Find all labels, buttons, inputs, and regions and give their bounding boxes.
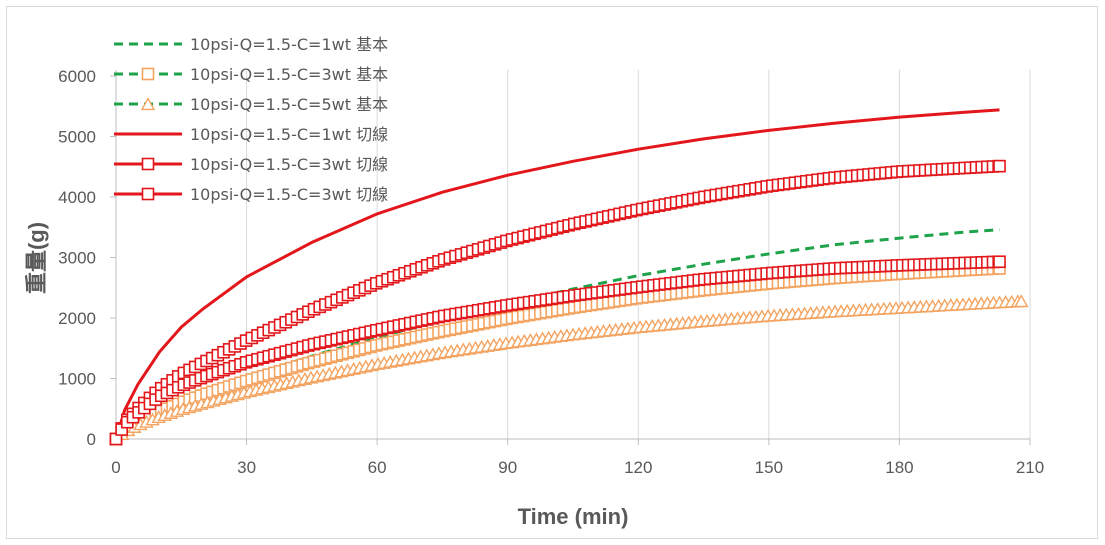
x-tick-label: 150	[755, 458, 783, 477]
y-tick-label: 3000	[58, 249, 96, 268]
x-tick-label: 210	[1016, 458, 1044, 477]
series-5-point	[993, 159, 1006, 173]
y-tick-label: 0	[87, 430, 96, 449]
legend-label: 10psi-Q=1.5-C=1wt 切線	[190, 125, 388, 144]
y-axis-title: 重量(g)	[24, 222, 49, 294]
series-6-point	[993, 255, 1006, 269]
legend-entry-1: 10psi-Q=1.5-C=1wt 基本	[114, 35, 388, 54]
y-tick-label: 6000	[58, 67, 96, 86]
x-tick-label: 30	[237, 458, 256, 477]
legend-label: 10psi-Q=1.5-C=5wt 基本	[190, 95, 388, 114]
x-tick-label: 60	[368, 458, 387, 477]
y-tick-label: 1000	[58, 370, 96, 389]
x-tick-label: 0	[111, 458, 120, 477]
plot-area	[108, 108, 1029, 446]
series-3-point	[1014, 294, 1029, 308]
x-tick-label: 180	[885, 458, 913, 477]
series-6-line	[114, 260, 1000, 440]
x-tick-label: 90	[498, 458, 517, 477]
legend-swatch-marker	[141, 157, 155, 171]
y-tick-label: 2000	[58, 309, 96, 328]
x-tick-label: 120	[624, 458, 652, 477]
legend: 10psi-Q=1.5-C=1wt 基本 10psi-Q=1.5-C=3wt 基本…	[114, 35, 388, 204]
series-6	[109, 255, 1006, 446]
y-tick-label: 4000	[58, 188, 96, 207]
legend-entry-2: 10psi-Q=1.5-C=3wt 基本	[114, 65, 388, 84]
y-tick-label: 5000	[58, 128, 96, 147]
legend-label: 10psi-Q=1.5-C=3wt 切線	[190, 185, 388, 204]
series-2	[109, 262, 1006, 446]
series-4-line	[114, 108, 1000, 440]
legend-swatch-marker	[141, 187, 155, 201]
series-3-line	[115, 299, 1022, 441]
tick-labels: 0 30 60 90 120 150 180 210 0 1000 2000 3000 4000 5000…	[58, 67, 1044, 477]
legend-swatch-marker	[141, 67, 155, 81]
series-4	[114, 108, 1000, 440]
x-axis-title: Time (min)	[518, 504, 629, 529]
legend-label: 10psi-Q=1.5-C=1wt 基本	[190, 35, 388, 54]
legend-entry-3: 10psi-Q=1.5-C=5wt 基本	[114, 95, 388, 114]
legend-label: 10psi-Q=1.5-C=3wt 基本	[190, 65, 388, 84]
legend-entry-4: 10psi-Q=1.5-C=1wt 切線	[114, 125, 388, 144]
legend-label: 10psi-Q=1.5-C=3wt 切線	[190, 155, 388, 174]
legend-swatch-marker	[140, 97, 156, 111]
series-3	[108, 294, 1029, 446]
series-5	[109, 159, 1006, 446]
legend-entry-6: 10psi-Q=1.5-C=3wt 切線	[114, 185, 388, 204]
legend-entry-5: 10psi-Q=1.5-C=3wt 切線	[114, 155, 388, 174]
